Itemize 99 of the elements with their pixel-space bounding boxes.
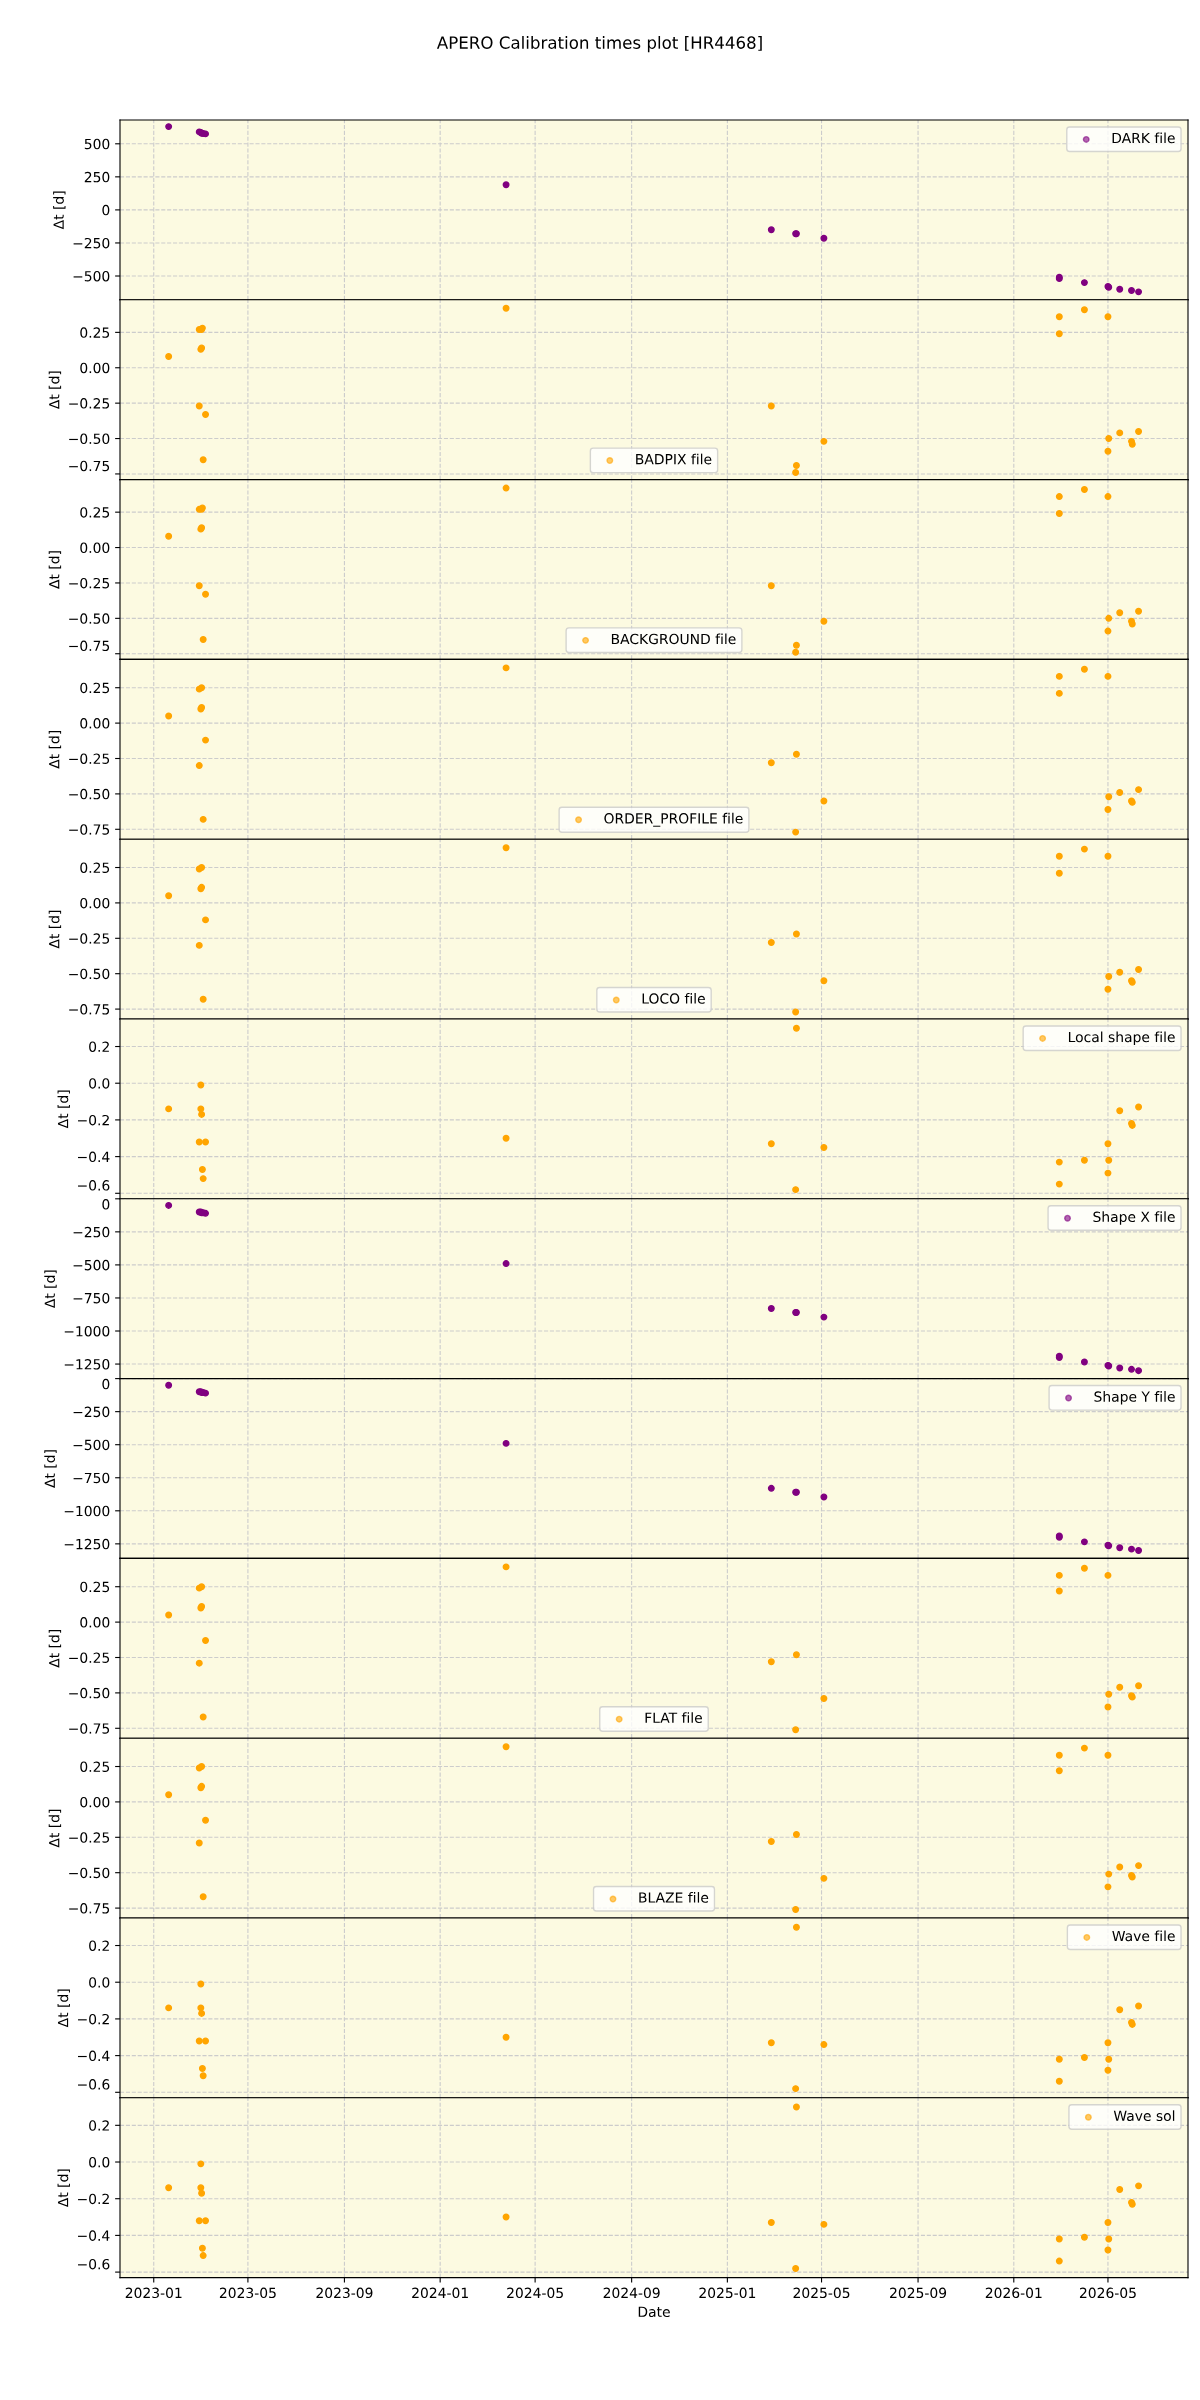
y-tick-label: 0.00 <box>80 897 110 909</box>
y-tick-label: 0.00 <box>80 542 110 554</box>
y-tick-label: −0.25 <box>69 1832 110 1843</box>
y-tick-label: −0.6 <box>78 2079 110 2090</box>
y-tick-label: −1250 <box>64 1538 110 1550</box>
y-axis-title: Δt [d] <box>44 1270 57 1309</box>
y-tick-label: −1250 <box>64 1359 110 1370</box>
legend-label: BLAZE file <box>639 1892 709 1903</box>
y-tick-label: 0.0 <box>89 1078 110 1089</box>
y-tick-label: −0.50 <box>69 433 110 445</box>
y-tick-label: −0.50 <box>69 968 110 980</box>
y-tick-label: −0.2 <box>78 2193 109 2205</box>
x-tick-label: 2023-05 <box>219 2287 276 2299</box>
y-tick-label: −250 <box>73 1226 110 1238</box>
y-tick-label: −0.75 <box>69 1004 110 1015</box>
y-tick-label: −0.25 <box>69 1652 110 1663</box>
y-tick-label: −500 <box>73 270 110 282</box>
y-tick-label: 0.00 <box>80 1617 110 1628</box>
y-tick-label: 0.25 <box>80 1761 110 1772</box>
y-tick-label: −1000 <box>64 1325 110 1337</box>
y-axis-title: Δt [d] <box>57 2169 70 2208</box>
y-tick-label: −0.25 <box>69 398 110 409</box>
y-axis-title: Δt [d] <box>48 1809 62 1848</box>
x-tick-label: 2023-09 <box>316 2287 373 2299</box>
y-tick-label: −0.75 <box>69 1903 110 1914</box>
legend-label: ORDER_PROFILE file <box>604 812 743 827</box>
y-tick-label: −500 <box>73 1259 110 1271</box>
y-tick-label: −0.25 <box>69 933 110 944</box>
y-tick-label: 0.25 <box>80 862 110 873</box>
y-tick-label: 0.00 <box>80 1796 110 1808</box>
legend-label: BADPIX file <box>636 453 712 465</box>
legend-label: BACKGROUND file <box>611 633 736 645</box>
y-axis-title: Δt [d] <box>48 371 62 410</box>
y-tick-label: 0.0 <box>89 2156 110 2168</box>
x-tick-label: 2024-01 <box>412 2287 468 2299</box>
legend-label: Wave sol <box>1113 2110 1175 2122</box>
y-tick-label: −0.6 <box>78 1180 110 1191</box>
y-tick-label: 0.25 <box>80 1581 110 1593</box>
y-axis-title: Δt [d] <box>57 1989 70 2028</box>
x-tick-label: 2024-05 <box>507 2287 563 2299</box>
y-tick-label: 0 <box>102 1378 110 1390</box>
y-tick-label: 250 <box>84 171 110 183</box>
y-axis-title: Δt [d] <box>44 1450 57 1488</box>
y-tick-label: −0.50 <box>69 788 110 800</box>
x-tick-label: 2025-01 <box>699 2287 756 2299</box>
y-tick-label: 0.0 <box>89 1977 110 1988</box>
y-tick-label: −0.50 <box>69 613 110 624</box>
y-tick-label: −0.6 <box>78 2258 110 2270</box>
y-axis-title: Δt [d] <box>53 191 66 230</box>
y-axis-title: Δt [d] <box>48 730 62 769</box>
y-tick-label: 0.2 <box>89 1041 109 1052</box>
y-tick-label: −0.50 <box>69 1687 110 1699</box>
y-tick-label: −500 <box>73 1439 110 1451</box>
legend-label: Shape X file <box>1093 1211 1175 1225</box>
y-tick-label: −1000 <box>64 1505 110 1517</box>
y-tick-label: −0.75 <box>69 1723 110 1734</box>
y-tick-label: 0.00 <box>80 362 110 374</box>
y-tick-label: 0.25 <box>80 507 110 518</box>
y-tick-label: −250 <box>73 237 110 249</box>
x-tick-label: 2026-05 <box>1079 2287 1136 2299</box>
y-tick-label: −0.50 <box>69 1867 110 1879</box>
chart-title: APERO Calibration times plot [HR4468] <box>436 36 762 53</box>
legend-label: FLAT file <box>645 1712 702 1724</box>
y-tick-label: 0.2 <box>89 1940 109 1951</box>
y-tick-label: −750 <box>73 1472 110 1484</box>
x-axis-title: Date <box>638 2306 670 2318</box>
x-tick-label: 2025-05 <box>793 2287 850 2299</box>
y-axis-title: Δt [d] <box>48 551 62 589</box>
y-tick-label: 0 <box>102 1199 110 1210</box>
x-tick-label: 2026-01 <box>985 2287 1042 2299</box>
y-tick-label: 0.25 <box>80 682 110 694</box>
y-tick-label: 0 <box>102 204 110 216</box>
legend-label: Local shape file <box>1068 1031 1175 1045</box>
y-tick-label: −0.4 <box>78 2230 110 2241</box>
y-tick-label: −0.2 <box>78 1114 109 1126</box>
x-tick-label: 2025-09 <box>890 2287 947 2299</box>
y-axis-title: Δt [d] <box>57 1090 70 1129</box>
y-tick-label: −0.4 <box>78 2050 110 2062</box>
y-tick-label: −0.75 <box>69 824 110 835</box>
legend-label: DARK file <box>1112 132 1175 144</box>
y-tick-label: 0.2 <box>89 2120 109 2131</box>
y-tick-label: −0.75 <box>69 640 110 652</box>
y-axis-title: Δt [d] <box>48 1629 62 1668</box>
legend-label: Shape Y file <box>1094 1391 1175 1405</box>
y-tick-label: −0.2 <box>78 2013 109 2025</box>
x-tick-label: 2024-09 <box>603 2287 660 2299</box>
y-tick-label: −0.25 <box>69 753 110 764</box>
legend-label: Wave file <box>1112 1930 1175 1942</box>
y-tick-label: −750 <box>73 1292 110 1304</box>
y-tick-label: −250 <box>73 1406 110 1418</box>
legend-label: LOCO file <box>642 993 705 1004</box>
y-tick-label: −0.75 <box>69 460 110 472</box>
y-tick-label: −0.25 <box>69 577 110 589</box>
y-tick-label: 0.25 <box>80 327 110 338</box>
y-axis-title: Δt [d] <box>48 910 62 949</box>
y-tick-label: −0.4 <box>78 1151 110 1163</box>
y-tick-label: 500 <box>84 138 110 150</box>
y-tick-label: 0.00 <box>80 718 110 729</box>
x-tick-label: 2023-01 <box>125 2287 182 2299</box>
